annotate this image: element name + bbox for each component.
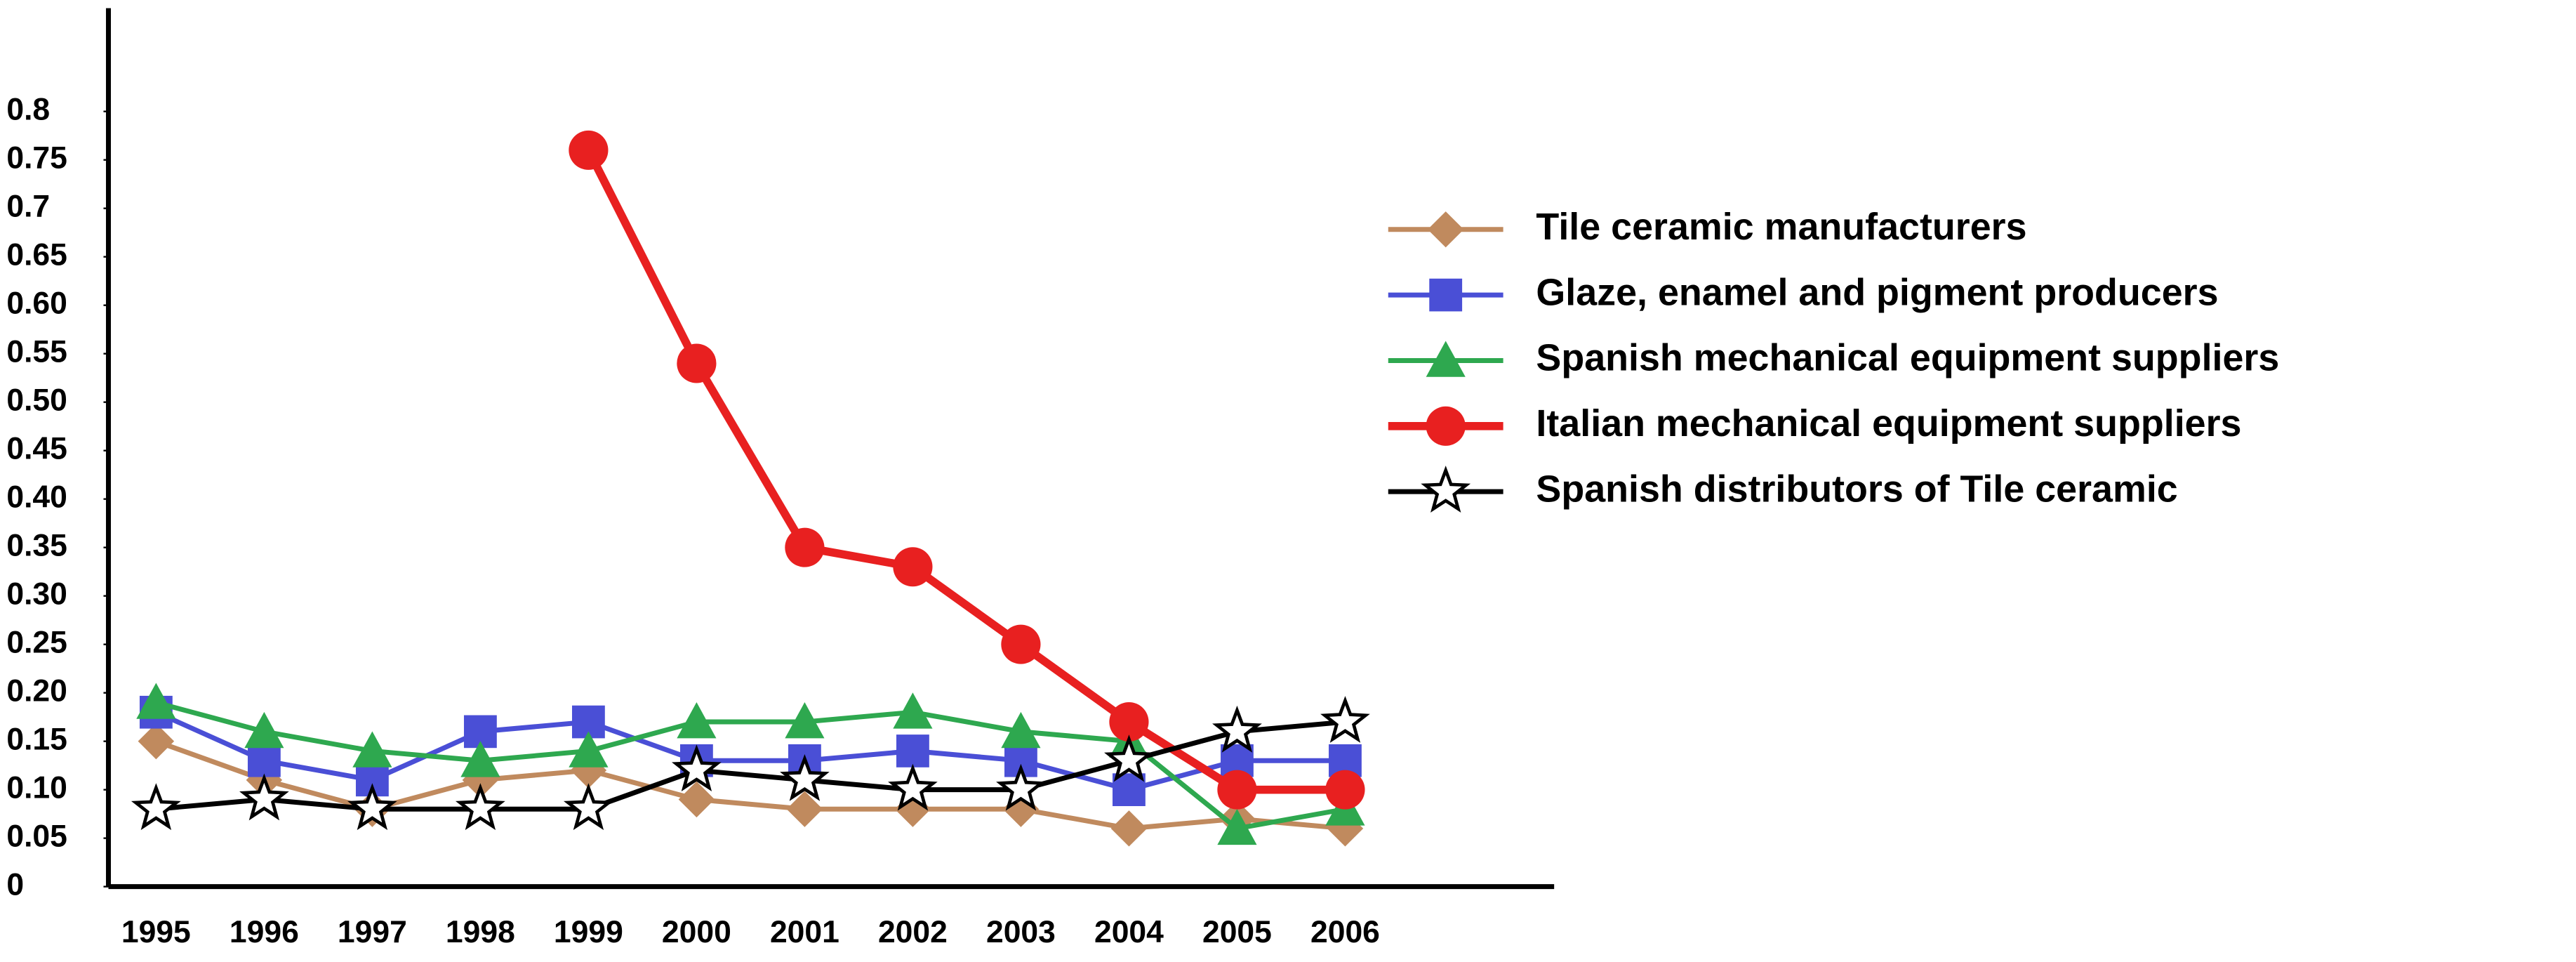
legend-marker bbox=[1426, 406, 1466, 446]
y-tick-label: 0.25 bbox=[6, 625, 67, 659]
y-tick-label: 0.50 bbox=[6, 383, 67, 417]
x-tick-label: 1999 bbox=[554, 915, 623, 949]
x-tick-label: 2002 bbox=[878, 915, 948, 949]
data-point bbox=[893, 547, 933, 587]
legend-label: Spanish mechanical equipment suppliers bbox=[1536, 337, 2279, 379]
data-point bbox=[677, 702, 717, 739]
x-tick-label: 2001 bbox=[770, 915, 839, 949]
legend-marker bbox=[1421, 466, 1471, 513]
data-point bbox=[1001, 711, 1041, 749]
data-point bbox=[671, 744, 722, 792]
data-point bbox=[244, 711, 284, 749]
legend-marker bbox=[1427, 211, 1464, 248]
data-point bbox=[247, 744, 281, 777]
data-point bbox=[1001, 624, 1041, 664]
series-line bbox=[154, 710, 1346, 793]
data-point bbox=[996, 763, 1046, 811]
data-point bbox=[677, 343, 717, 383]
data-point bbox=[785, 702, 825, 739]
data-point bbox=[563, 783, 613, 831]
data-point bbox=[1110, 810, 1148, 847]
y-tick-label: 0.10 bbox=[6, 770, 67, 805]
y-tick-label: 0.05 bbox=[6, 819, 67, 853]
data-point bbox=[136, 683, 176, 719]
data-point bbox=[569, 731, 609, 767]
data-point bbox=[460, 741, 500, 777]
x-tick-label: 1998 bbox=[446, 915, 515, 949]
data-point bbox=[131, 783, 181, 831]
data-point bbox=[352, 731, 392, 767]
data-point bbox=[138, 723, 175, 760]
legend-label: Italian mechanical equipment suppliers bbox=[1536, 402, 2241, 444]
x-tick-label: 2000 bbox=[662, 915, 731, 949]
data-point bbox=[1325, 770, 1365, 810]
x-tick-label: 1997 bbox=[338, 915, 407, 949]
legend-label: Spanish distributors of Tile ceramic bbox=[1536, 468, 2177, 510]
data-point bbox=[1002, 791, 1040, 827]
y-tick-label: 0 bbox=[6, 867, 24, 902]
y-tick-label: 0.8 bbox=[6, 92, 50, 126]
data-point bbox=[894, 791, 931, 827]
series-line bbox=[155, 700, 1346, 831]
y-tick-label: 0.30 bbox=[6, 576, 67, 611]
data-point bbox=[1109, 702, 1149, 742]
y-tick-label: 0.75 bbox=[6, 140, 67, 175]
series-line bbox=[585, 148, 1346, 794]
data-point bbox=[455, 783, 505, 831]
legend-marker bbox=[1426, 341, 1466, 377]
series-line bbox=[155, 739, 1346, 831]
y-tick-label: 0.15 bbox=[6, 722, 67, 756]
data-point bbox=[1104, 734, 1154, 782]
data-point bbox=[347, 783, 397, 831]
y-tick-label: 0.45 bbox=[6, 431, 67, 466]
data-point bbox=[1212, 705, 1262, 753]
series-line bbox=[156, 719, 1346, 812]
x-tick-label: 2004 bbox=[1094, 915, 1164, 949]
y-tick-label: 0.35 bbox=[6, 528, 67, 562]
y-tick-label: 0.55 bbox=[6, 334, 67, 369]
y-tick-label: 0.7 bbox=[6, 189, 50, 223]
x-tick-label: 2005 bbox=[1202, 915, 1272, 949]
data-point bbox=[888, 763, 938, 811]
x-tick-label: 1995 bbox=[121, 915, 191, 949]
x-tick-label: 2006 bbox=[1310, 915, 1380, 949]
data-point bbox=[896, 734, 929, 767]
x-tick-label: 2003 bbox=[986, 915, 1056, 949]
data-point bbox=[780, 753, 830, 801]
legend-marker bbox=[1429, 278, 1463, 312]
data-point bbox=[1320, 696, 1370, 743]
x-tick-label: 1996 bbox=[230, 915, 299, 949]
data-point bbox=[1217, 770, 1257, 810]
y-tick-label: 0.20 bbox=[6, 673, 67, 708]
y-tick-label: 0.40 bbox=[6, 480, 67, 514]
y-tick-label: 0.65 bbox=[6, 237, 67, 272]
legend-label: Glaze, enamel and pigment producers bbox=[1536, 271, 2218, 313]
legend-label: Tile ceramic manufacturers bbox=[1536, 206, 2026, 248]
data-point bbox=[1217, 808, 1257, 845]
data-point bbox=[893, 692, 933, 729]
data-point bbox=[569, 130, 609, 170]
data-point bbox=[239, 773, 289, 821]
data-point bbox=[785, 527, 825, 567]
y-tick-label: 0.60 bbox=[6, 286, 67, 320]
